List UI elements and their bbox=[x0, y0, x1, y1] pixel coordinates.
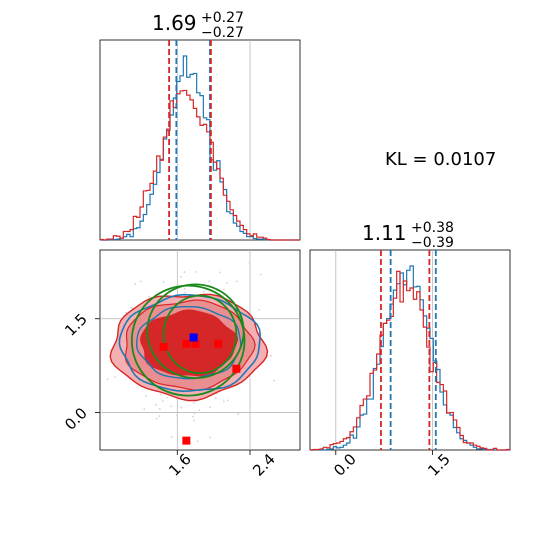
scatter-point bbox=[161, 400, 164, 402]
scatter-point bbox=[166, 396, 168, 399]
contour-ytick-label-1: 0.0 bbox=[61, 404, 91, 434]
blue-marker bbox=[189, 333, 198, 342]
scatter-point bbox=[106, 378, 109, 380]
scatter-point bbox=[134, 282, 136, 285]
contour-ytick-labels: 0.0 1.5 bbox=[61, 310, 91, 434]
green-ellipse-2 bbox=[130, 284, 246, 397]
contour-ytick-label-2: 1.5 bbox=[61, 310, 91, 340]
hist-panel-right: 1.11 +0.38 −0.39 0.0 1.5 bbox=[309, 220, 511, 480]
hist-top-grid bbox=[176, 40, 251, 240]
scatter-point bbox=[209, 436, 211, 439]
hist-right-xtick-label-2: 1.5 bbox=[424, 450, 454, 480]
hist-right-title: 1.11 bbox=[362, 221, 407, 245]
scatter-point bbox=[219, 271, 222, 274]
scatter-point bbox=[184, 291, 187, 294]
scatter-point bbox=[235, 280, 238, 283]
scatter-point bbox=[130, 306, 133, 309]
hist-top-series bbox=[99, 55, 300, 241]
scatter-point bbox=[202, 290, 205, 293]
hist-right-ticks bbox=[335, 450, 433, 455]
scatter-point bbox=[225, 282, 228, 284]
contour-xtick-label-1: 1.6 bbox=[165, 450, 195, 480]
scatter-point bbox=[158, 415, 161, 418]
scatter-point bbox=[148, 295, 150, 298]
scatter-point bbox=[248, 262, 251, 264]
scatter-point bbox=[214, 397, 217, 399]
scatter-point bbox=[192, 402, 195, 405]
scatter-point bbox=[198, 409, 201, 412]
hist-right-quantile-lines bbox=[380, 250, 437, 450]
hist-top-title-minus: −0.27 bbox=[201, 25, 244, 41]
scatter-point bbox=[162, 281, 165, 283]
scatter-point bbox=[170, 405, 173, 408]
scatter-point bbox=[193, 412, 196, 415]
red-marker-3 bbox=[182, 339, 191, 348]
hist-panel-top: 1.69 +0.27 −0.27 bbox=[99, 10, 301, 241]
hist-top-series-1 bbox=[100, 55, 300, 241]
scatter-point bbox=[273, 379, 276, 382]
scatter-point bbox=[183, 271, 186, 273]
hist-top-frame bbox=[99, 39, 301, 241]
hist-top-title-value: 1.69 bbox=[152, 11, 197, 35]
red-marker-5 bbox=[214, 339, 223, 348]
red-marker-6 bbox=[232, 364, 241, 373]
red-marker-1 bbox=[182, 436, 191, 445]
kl-label: KL = 0.0107 bbox=[385, 149, 496, 170]
scatter-point bbox=[155, 417, 158, 420]
green-ellipse-3 bbox=[162, 294, 238, 375]
hist-right-title-minus: −0.39 bbox=[411, 235, 454, 251]
hist-right-series bbox=[310, 265, 511, 451]
scatter-point bbox=[145, 395, 148, 398]
scatter-point bbox=[222, 400, 225, 403]
scatter-point bbox=[159, 393, 162, 396]
blue-contour-outer bbox=[118, 293, 261, 393]
hist-top-series-2 bbox=[99, 89, 300, 241]
scatter-point bbox=[196, 440, 199, 443]
contour-xtick-labels: 1.6 2.4 bbox=[165, 450, 279, 480]
scatter-point bbox=[223, 288, 225, 291]
hist-right-xtick-labels: 0.0 1.5 bbox=[330, 450, 454, 480]
red-marker-4 bbox=[191, 339, 200, 348]
scatter-point bbox=[258, 308, 261, 311]
red-contour-middle bbox=[124, 299, 256, 391]
hist-right-grid bbox=[335, 250, 433, 450]
scatter-point bbox=[226, 399, 229, 402]
scatter-point bbox=[209, 406, 211, 409]
scatter-point bbox=[270, 354, 272, 357]
scatter-point bbox=[208, 280, 211, 283]
hist-right-xtick-label-1: 0.0 bbox=[330, 450, 360, 480]
scatter-point bbox=[143, 408, 146, 410]
hist-top-title: 1.69 bbox=[152, 11, 197, 35]
hist-right-title-value: 1.11 bbox=[362, 221, 407, 245]
scatter-point bbox=[175, 414, 178, 417]
scatter-point bbox=[180, 406, 183, 409]
hist-right-title-plus: +0.38 bbox=[411, 220, 454, 236]
scatter-point bbox=[237, 412, 240, 415]
hist-right-frame bbox=[309, 249, 511, 451]
contour-ticks bbox=[95, 318, 251, 455]
scatter-point bbox=[155, 404, 158, 406]
green-ellipses bbox=[130, 283, 246, 397]
contour-xtick-label-2: 2.4 bbox=[249, 450, 279, 480]
scatter-point bbox=[139, 280, 142, 283]
scatter-point bbox=[158, 408, 161, 410]
scatter-point bbox=[194, 270, 197, 273]
contour-markers bbox=[159, 333, 241, 445]
scatter-point bbox=[114, 376, 117, 378]
scatter-point bbox=[192, 415, 194, 418]
hist-top-title-plus: +0.27 bbox=[201, 10, 244, 26]
scatter-point bbox=[170, 435, 173, 438]
scatter-point bbox=[193, 419, 195, 422]
hist-right-series-2 bbox=[310, 270, 511, 451]
scatter-point bbox=[183, 287, 186, 290]
red-marker-2 bbox=[159, 342, 168, 351]
contour-panel: 1.6 2.4 0.0 1.5 bbox=[61, 249, 301, 480]
scatter-point bbox=[259, 273, 262, 276]
hist-top-quantile-lines bbox=[168, 40, 212, 240]
scatter-point bbox=[180, 275, 182, 278]
scatter-point bbox=[125, 311, 127, 314]
